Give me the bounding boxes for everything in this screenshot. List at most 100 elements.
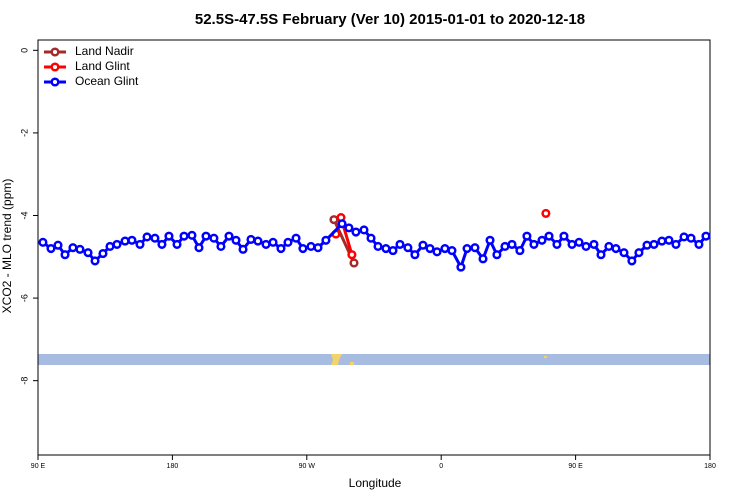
series-point <box>157 239 167 249</box>
series-point <box>329 215 339 225</box>
series-point <box>187 230 197 240</box>
x-tick-label: 90 E <box>31 463 46 470</box>
series-point <box>694 239 704 249</box>
series-point <box>388 246 398 256</box>
series-point <box>432 247 442 257</box>
series-point <box>349 258 359 268</box>
legend-label: Ocean Glint <box>75 74 139 88</box>
x-tick-label: 90 W <box>299 463 316 470</box>
series-point <box>410 250 420 260</box>
series-point <box>485 235 495 245</box>
series-point <box>529 239 539 249</box>
series-point <box>253 236 263 246</box>
y-tick-label: -8 <box>19 377 29 385</box>
series-point <box>359 225 369 235</box>
series-point <box>347 250 357 260</box>
series-point <box>649 239 659 249</box>
series-point <box>344 223 354 233</box>
series-point <box>611 243 621 254</box>
series-point <box>515 246 525 256</box>
series-point <box>604 241 614 252</box>
series-point <box>537 235 547 245</box>
series-point <box>552 239 562 249</box>
series-point <box>172 239 182 249</box>
series-point <box>150 233 160 243</box>
series-point <box>440 243 450 254</box>
series-point <box>112 239 122 249</box>
series-point <box>686 233 696 243</box>
series-point <box>120 236 130 246</box>
series-point <box>68 243 78 253</box>
series-point <box>456 262 466 272</box>
x-tick-label: 90 E <box>568 463 583 470</box>
map-strip <box>38 354 710 365</box>
series-point <box>642 240 652 250</box>
series-point <box>46 243 56 254</box>
series-point <box>366 233 376 243</box>
series-point <box>306 241 316 252</box>
series-point <box>507 239 517 249</box>
series-point <box>60 250 70 260</box>
series-point <box>201 231 211 241</box>
series-point <box>337 219 347 229</box>
series-point <box>418 240 428 250</box>
series-point <box>403 243 413 253</box>
series-point <box>589 239 599 249</box>
series-point <box>522 231 532 241</box>
series-point <box>567 239 577 249</box>
legend-label: Land Nadir <box>75 44 134 58</box>
series-point <box>246 234 256 244</box>
legend-marker <box>50 62 60 72</box>
series-point <box>313 243 323 253</box>
series-point <box>194 243 204 253</box>
series-point <box>470 243 480 253</box>
series-point <box>500 241 510 252</box>
series-point <box>559 231 569 241</box>
series-point <box>83 248 93 258</box>
series-point <box>574 237 584 247</box>
series-point <box>447 246 457 256</box>
legend-marker <box>50 77 60 87</box>
x-axis-label: Longitude <box>349 476 402 490</box>
land-patch <box>544 356 547 358</box>
series-point <box>164 231 174 241</box>
land-patch <box>350 362 354 365</box>
series-point <box>90 256 100 266</box>
series-point <box>627 256 637 266</box>
y-axis-label: XCO2 - MLO trend (ppm) <box>0 179 14 314</box>
chart-title: 52.5S-47.5S February (Ver 10) 2015-01-01… <box>195 11 585 28</box>
series-point <box>395 239 405 249</box>
series-point <box>581 241 591 252</box>
series-point <box>75 244 85 254</box>
series-point <box>351 227 361 237</box>
y-tick-label: 0 <box>19 48 29 53</box>
series-point <box>544 231 554 241</box>
series-point <box>478 254 488 264</box>
series-point <box>373 241 383 252</box>
series-point <box>291 233 301 243</box>
series-point <box>619 248 629 258</box>
y-tick-label: -2 <box>19 129 29 137</box>
plot-frame <box>37 39 711 456</box>
series-point <box>462 243 472 254</box>
series-point <box>268 237 278 247</box>
x-tick-label: 0 <box>439 463 443 470</box>
series-point <box>596 250 606 260</box>
series-point <box>492 250 502 260</box>
series-point <box>276 243 286 254</box>
y-tick-label: -6 <box>19 294 29 302</box>
series-point <box>179 231 189 241</box>
series-point <box>135 239 145 249</box>
series-point <box>657 236 667 246</box>
x-tick-label: 180 <box>704 463 716 470</box>
series-point <box>381 243 391 254</box>
series-point <box>105 241 115 252</box>
ocean-strip <box>38 354 710 365</box>
series-point <box>679 232 689 242</box>
series-point <box>634 248 644 258</box>
series-point <box>321 235 331 245</box>
legend-marker <box>50 47 60 57</box>
series-point <box>298 243 308 254</box>
series-point <box>209 233 219 243</box>
